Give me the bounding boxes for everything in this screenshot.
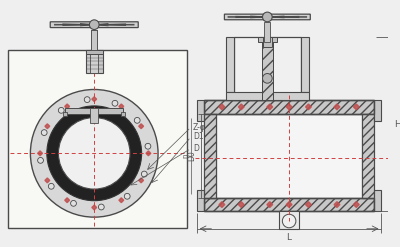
Circle shape xyxy=(98,204,104,210)
Polygon shape xyxy=(92,97,97,102)
Polygon shape xyxy=(65,198,70,203)
Polygon shape xyxy=(306,202,311,207)
Polygon shape xyxy=(139,178,144,183)
FancyBboxPatch shape xyxy=(50,22,138,28)
Polygon shape xyxy=(45,178,50,183)
Text: H: H xyxy=(394,120,400,129)
Text: Z-φ: Z-φ xyxy=(193,123,206,132)
Bar xyxy=(86,50,103,73)
Polygon shape xyxy=(65,104,70,109)
Circle shape xyxy=(134,117,140,123)
Polygon shape xyxy=(354,104,359,110)
Circle shape xyxy=(48,183,54,189)
Text: L: L xyxy=(287,233,292,242)
Text: D: D xyxy=(193,144,199,153)
Bar xyxy=(301,37,309,92)
Polygon shape xyxy=(38,151,42,156)
Circle shape xyxy=(71,201,76,206)
Polygon shape xyxy=(354,202,359,207)
Bar xyxy=(262,37,273,100)
Bar xyxy=(362,114,374,198)
Circle shape xyxy=(145,143,151,149)
Polygon shape xyxy=(334,202,340,207)
Circle shape xyxy=(124,193,130,199)
Circle shape xyxy=(47,106,142,201)
Circle shape xyxy=(262,12,272,22)
Polygon shape xyxy=(119,104,124,109)
Bar xyxy=(65,108,123,114)
Bar xyxy=(226,37,234,92)
Bar xyxy=(204,198,374,211)
Bar xyxy=(204,114,216,198)
Circle shape xyxy=(58,107,64,113)
Circle shape xyxy=(262,74,272,83)
Bar xyxy=(204,100,374,114)
Bar xyxy=(262,37,273,100)
Circle shape xyxy=(41,130,47,136)
Circle shape xyxy=(282,214,296,228)
Polygon shape xyxy=(219,104,225,110)
Bar xyxy=(91,30,97,50)
Bar xyxy=(262,37,272,47)
Circle shape xyxy=(141,171,147,177)
Polygon shape xyxy=(267,202,273,207)
FancyBboxPatch shape xyxy=(224,14,310,20)
Bar xyxy=(121,112,125,116)
Bar xyxy=(8,50,187,228)
Text: D1: D1 xyxy=(193,132,204,141)
Polygon shape xyxy=(45,124,50,129)
Polygon shape xyxy=(334,104,340,110)
Polygon shape xyxy=(146,151,151,156)
Polygon shape xyxy=(139,124,144,129)
Bar xyxy=(374,190,382,211)
Polygon shape xyxy=(286,104,292,110)
Polygon shape xyxy=(238,104,244,110)
Bar xyxy=(204,198,374,211)
Bar xyxy=(90,50,98,73)
Polygon shape xyxy=(306,104,311,110)
Bar xyxy=(204,114,216,198)
Polygon shape xyxy=(267,104,273,110)
Bar xyxy=(204,100,374,114)
Bar xyxy=(280,211,299,229)
Bar xyxy=(216,114,362,198)
Bar xyxy=(264,22,270,42)
Bar xyxy=(197,190,204,211)
Text: D0: D0 xyxy=(188,150,197,161)
Polygon shape xyxy=(119,198,124,203)
Polygon shape xyxy=(219,202,225,207)
Bar xyxy=(86,50,103,54)
Circle shape xyxy=(30,89,158,217)
Circle shape xyxy=(58,118,130,189)
Bar xyxy=(258,37,277,42)
Bar xyxy=(234,37,301,100)
Bar xyxy=(362,114,374,198)
Polygon shape xyxy=(286,202,292,207)
Circle shape xyxy=(112,100,118,106)
Bar xyxy=(374,100,382,121)
Polygon shape xyxy=(238,202,244,207)
Bar xyxy=(63,112,67,116)
Polygon shape xyxy=(92,205,97,210)
Circle shape xyxy=(38,158,44,163)
Circle shape xyxy=(89,20,99,30)
Bar xyxy=(90,108,98,123)
Circle shape xyxy=(84,97,90,103)
Bar xyxy=(91,30,97,50)
Bar xyxy=(197,100,204,121)
Text: n: n xyxy=(182,153,188,158)
Bar xyxy=(226,92,309,100)
